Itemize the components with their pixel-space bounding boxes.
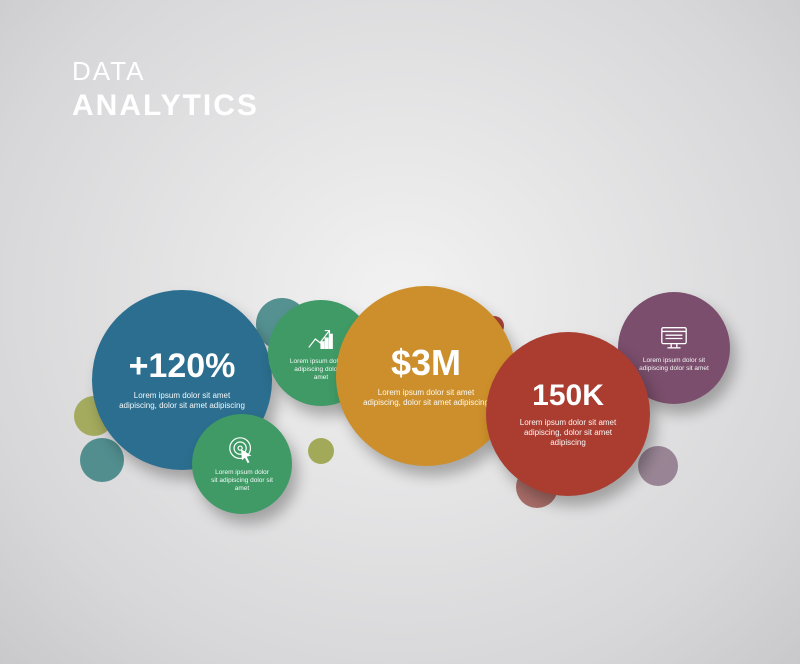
growth-chart-icon (306, 324, 336, 354)
page-title: DATA ANALYTICS (72, 56, 259, 123)
bubble-deco-red-2 (516, 466, 558, 508)
bubble-main-purple: Lorem ipsum dolor sit adipiscing dolor s… (618, 292, 730, 404)
bubble-stat: +120% (129, 349, 236, 385)
bubble-stat: $3M (391, 344, 461, 382)
bubble-deco-olive-2 (308, 438, 334, 464)
bubble-deco-teal-1 (80, 438, 124, 482)
title-line-1: DATA (72, 56, 259, 87)
bubble-desc: Lorem ipsum dolor sit adipiscing dolor s… (628, 357, 720, 373)
bubble-desc: Lorem ipsum dolor sit amet adipiscing, d… (108, 391, 256, 411)
bubble-main-red: 150K Lorem ipsum dolor sit amet adipiscin… (486, 332, 650, 496)
bubble-desc: Lorem ipsum dolor sit adipiscing dolor s… (278, 358, 365, 382)
bubble-deco-red-1 (484, 316, 504, 336)
bubble-desc: Lorem ipsum dolor sit adipiscing dolor s… (201, 469, 283, 493)
bubble-main-green-chart: Lorem ipsum dolor sit adipiscing dolor s… (268, 300, 374, 406)
bubble-stat: 150K (532, 380, 604, 412)
title-line-2: ANALYTICS (72, 89, 259, 123)
bubble-desc: Lorem ipsum dolor sit amet adipiscing, d… (352, 388, 500, 408)
bubble-deco-olive-1 (74, 396, 114, 436)
bubble-main-blue: +120% Lorem ipsum dolor sit amet adipisci… (92, 290, 272, 470)
bubble-deco-purple-1 (638, 446, 678, 486)
cursor-target-icon (227, 435, 257, 465)
bubble-main-orange: $3M Lorem ipsum dolor sit amet adipiscing… (336, 286, 516, 466)
bubble-desc: Lorem ipsum dolor sit amet adipiscing, d… (501, 418, 635, 448)
bubble-deco-teal-2 (256, 298, 308, 350)
monitor-icon (659, 323, 689, 353)
bubble-main-green-cursor: Lorem ipsum dolor sit adipiscing dolor s… (192, 414, 292, 514)
